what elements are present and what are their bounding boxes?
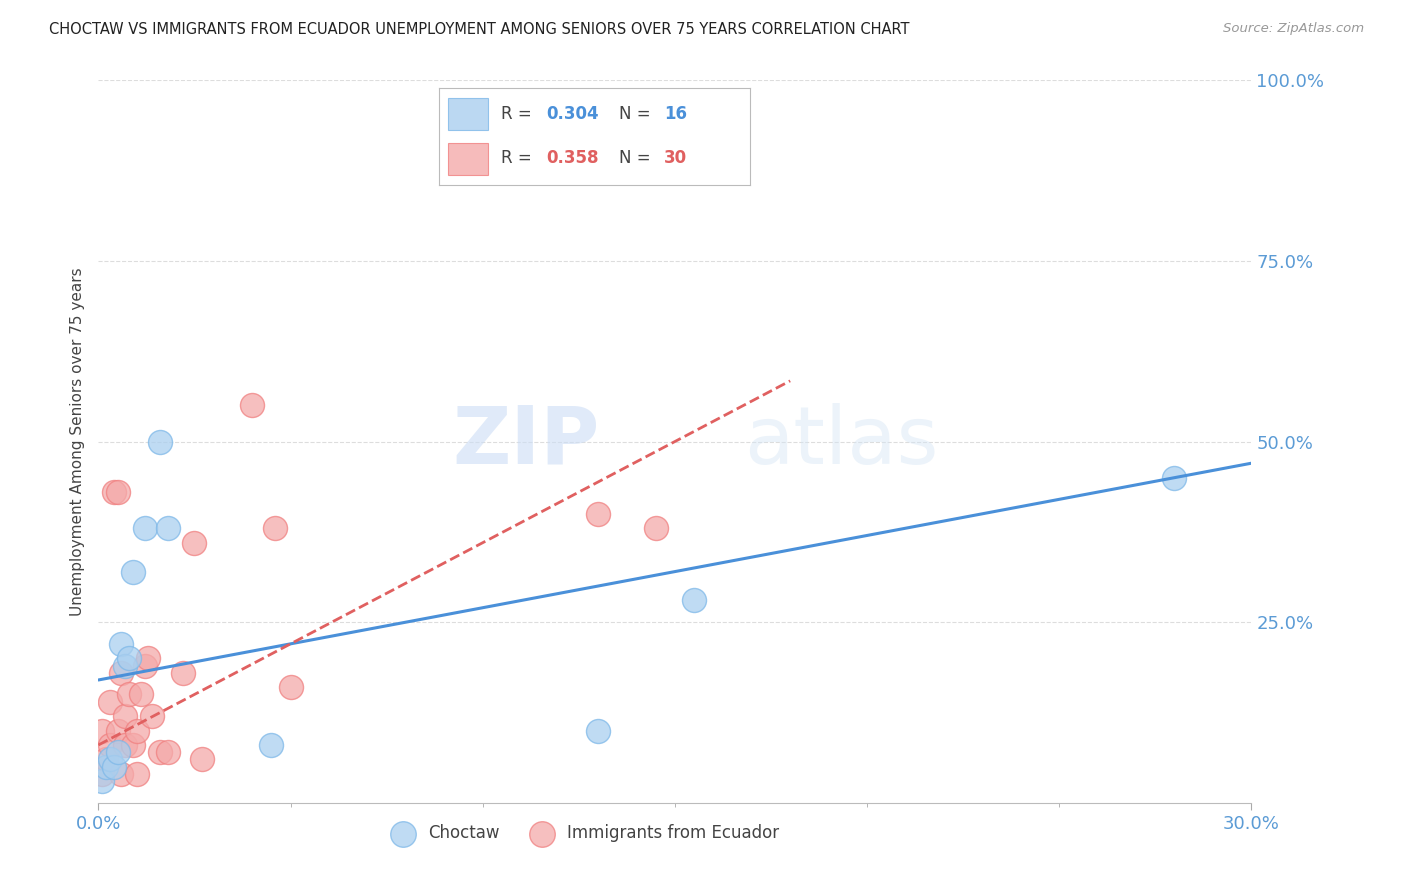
- Point: [114, 658, 136, 673]
- Text: ZIP: ZIP: [453, 402, 600, 481]
- Point: [240, 398, 263, 412]
- Text: atlas: atlas: [744, 402, 938, 481]
- Point: [107, 745, 129, 759]
- Point: [98, 752, 121, 766]
- Point: [94, 752, 117, 766]
- Y-axis label: Unemployment Among Seniors over 75 years: Unemployment Among Seniors over 75 years: [69, 268, 84, 615]
- Point: [683, 593, 706, 607]
- Point: [110, 767, 132, 781]
- Point: [134, 658, 156, 673]
- Point: [103, 760, 125, 774]
- Text: CHOCTAW VS IMMIGRANTS FROM ECUADOR UNEMPLOYMENT AMONG SENIORS OVER 75 YEARS CORR: CHOCTAW VS IMMIGRANTS FROM ECUADOR UNEMP…: [49, 22, 910, 37]
- Point: [260, 738, 283, 752]
- Point: [91, 774, 114, 789]
- Point: [149, 434, 172, 449]
- Point: [122, 565, 145, 579]
- Point: [110, 665, 132, 680]
- Point: [91, 767, 114, 781]
- Point: [98, 738, 121, 752]
- Point: [586, 723, 609, 738]
- Point: [103, 485, 125, 500]
- Point: [91, 723, 114, 738]
- Point: [149, 745, 172, 759]
- Point: [118, 651, 141, 665]
- Point: [98, 695, 121, 709]
- Point: [107, 485, 129, 500]
- Point: [280, 680, 302, 694]
- Point: [134, 521, 156, 535]
- Point: [114, 709, 136, 723]
- Legend: Choctaw, Immigrants from Ecuador: Choctaw, Immigrants from Ecuador: [380, 817, 786, 848]
- Point: [125, 767, 148, 781]
- Point: [172, 665, 194, 680]
- Point: [129, 687, 152, 701]
- Point: [156, 521, 179, 535]
- Point: [110, 637, 132, 651]
- Point: [125, 723, 148, 738]
- Point: [141, 709, 163, 723]
- Text: Source: ZipAtlas.com: Source: ZipAtlas.com: [1223, 22, 1364, 36]
- Point: [107, 723, 129, 738]
- Point: [264, 521, 287, 535]
- Point: [94, 760, 117, 774]
- Point: [122, 738, 145, 752]
- Point: [114, 738, 136, 752]
- Point: [118, 687, 141, 701]
- Point: [183, 535, 205, 549]
- Point: [586, 507, 609, 521]
- Point: [138, 651, 160, 665]
- Point: [644, 521, 666, 535]
- Point: [1163, 470, 1185, 484]
- Point: [156, 745, 179, 759]
- Point: [191, 752, 214, 766]
